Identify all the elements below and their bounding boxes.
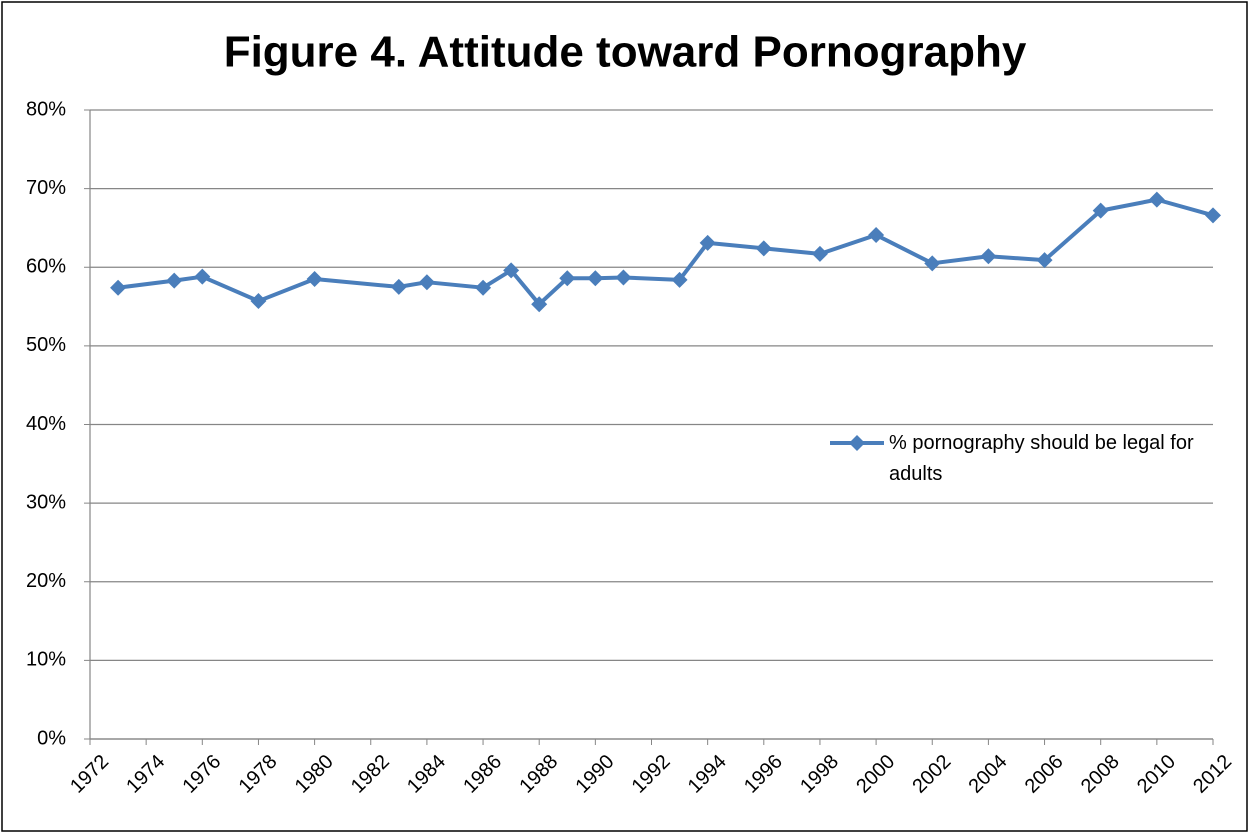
data-point [980, 248, 997, 265]
data-line [117, 197, 1214, 307]
data-point [924, 255, 941, 272]
data-point [868, 227, 885, 244]
data-point [475, 279, 492, 296]
data-point [699, 234, 716, 251]
y-tick-label: 30% [26, 491, 66, 513]
data-point [671, 271, 688, 288]
data-point [1036, 252, 1053, 269]
y-tick-label: 50% [26, 334, 66, 356]
y-tick-label: 60% [26, 256, 66, 278]
y-tick-label: 20% [26, 570, 66, 592]
data-point [418, 274, 435, 291]
data-point [1092, 202, 1109, 219]
data-point [166, 272, 183, 289]
legend-marker [849, 435, 865, 451]
data-point [1148, 191, 1165, 208]
data-point [615, 269, 632, 286]
data-point [110, 279, 127, 296]
chart-title: Figure 4. Attitude toward Pornography [224, 28, 1027, 77]
data-point [390, 278, 407, 295]
data-point [250, 293, 267, 310]
data-point [306, 271, 323, 288]
data-point [811, 245, 828, 262]
data-point [194, 268, 211, 285]
y-tick-label: 40% [26, 413, 66, 435]
data-point [1205, 207, 1221, 224]
y-tick-label: 10% [26, 649, 66, 671]
y-tick-label: 70% [26, 177, 66, 199]
data-point [559, 270, 576, 287]
data-point [755, 240, 772, 257]
y-tick-label: 80% [26, 98, 66, 120]
data-point [531, 296, 548, 313]
data-point [587, 270, 604, 287]
data-point [503, 262, 520, 279]
y-tick-label: 0% [37, 727, 66, 749]
legend-label: % pornography should be legal for adults [889, 432, 1194, 485]
